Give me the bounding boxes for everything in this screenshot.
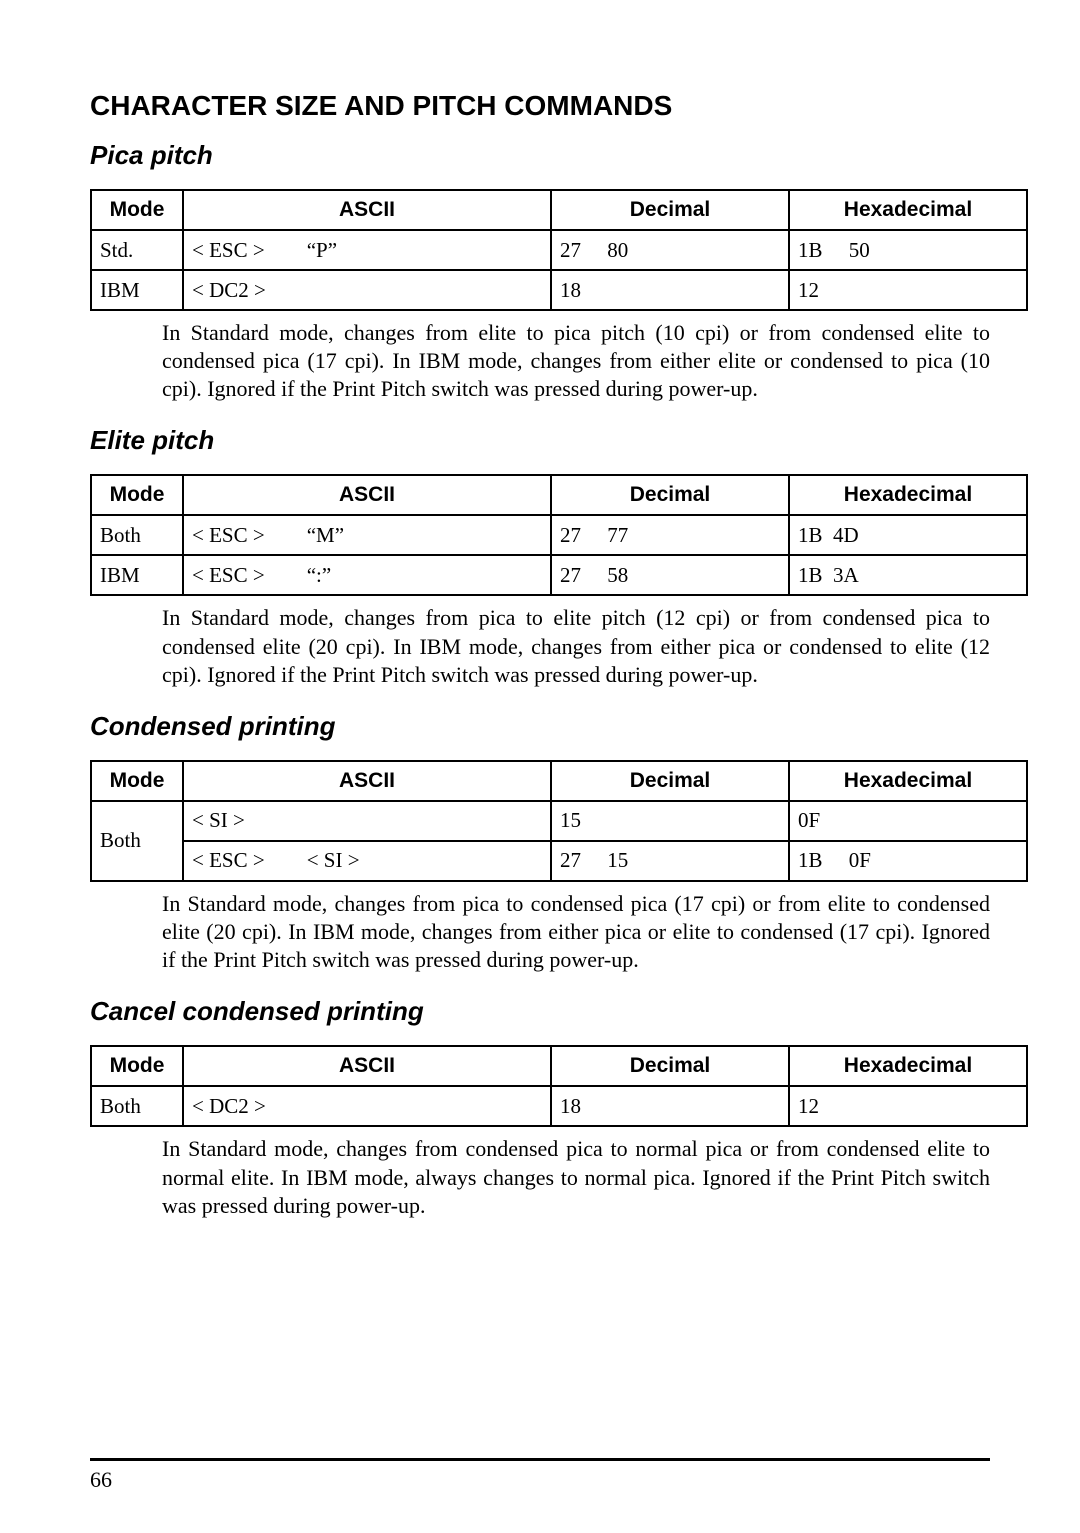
table-row: Std. < ESC > “P” 27 80 1B 50 (91, 230, 1027, 270)
cell-ascii: < ESC > < SI > (183, 841, 551, 881)
cell-decimal: 15 (551, 801, 789, 841)
cell-decimal: 27 80 (551, 230, 789, 270)
col-mode: Mode (91, 190, 183, 230)
section-title-condensed: Condensed printing (90, 711, 990, 742)
col-mode: Mode (91, 1046, 183, 1086)
cell-mode: Std. (91, 230, 183, 270)
main-title: CHARACTER SIZE AND PITCH COMMANDS (90, 90, 990, 122)
cell-decimal: 18 (551, 270, 789, 310)
table-row: Both < DC2 > 18 12 (91, 1086, 1027, 1126)
table-cancel: Mode ASCII Decimal Hexadecimal Both < DC… (90, 1045, 1028, 1127)
table-header-row: Mode ASCII Decimal Hexadecimal (91, 475, 1027, 515)
cell-ascii: < ESC > “:” (183, 555, 551, 595)
cell-hex: 0F (789, 801, 1027, 841)
cell-ascii: < DC2 > (183, 1086, 551, 1126)
section-title-elite: Elite pitch (90, 425, 990, 456)
page: CHARACTER SIZE AND PITCH COMMANDS Pica p… (0, 0, 1080, 1533)
footer-rule (90, 1458, 990, 1461)
table-elite: Mode ASCII Decimal Hexadecimal Both < ES… (90, 474, 1028, 596)
cell-hex: 12 (789, 1086, 1027, 1126)
col-decimal: Decimal (551, 761, 789, 801)
table-header-row: Mode ASCII Decimal Hexadecimal (91, 761, 1027, 801)
table-row: Both < ESC > “M” 27 77 1B 4D (91, 515, 1027, 555)
col-mode: Mode (91, 761, 183, 801)
cell-decimal: 18 (551, 1086, 789, 1126)
cell-ascii: < DC2 > (183, 270, 551, 310)
desc-cancel: In Standard mode, changes from condensed… (162, 1135, 990, 1219)
col-hex: Hexadecimal (789, 190, 1027, 230)
col-hex: Hexadecimal (789, 475, 1027, 515)
cell-hex: 1B 50 (789, 230, 1027, 270)
col-decimal: Decimal (551, 1046, 789, 1086)
cell-hex: 1B 3A (789, 555, 1027, 595)
cell-ascii: < ESC > “P” (183, 230, 551, 270)
section-title-pica: Pica pitch (90, 140, 990, 171)
desc-pica: In Standard mode, changes from elite to … (162, 319, 990, 403)
page-number: 66 (90, 1467, 112, 1493)
cell-mode: Both (91, 801, 183, 881)
cell-hex: 1B 4D (789, 515, 1027, 555)
table-row: Both < SI > 15 0F (91, 801, 1027, 841)
table-condensed: Mode ASCII Decimal Hexadecimal Both < SI… (90, 760, 1028, 882)
col-decimal: Decimal (551, 190, 789, 230)
table-pica: Mode ASCII Decimal Hexadecimal Std. < ES… (90, 189, 1028, 311)
desc-elite: In Standard mode, changes from pica to e… (162, 604, 990, 688)
cell-decimal: 27 15 (551, 841, 789, 881)
cell-mode: IBM (91, 270, 183, 310)
cell-hex: 1B 0F (789, 841, 1027, 881)
table-row: IBM < ESC > “:” 27 58 1B 3A (91, 555, 1027, 595)
table-header-row: Mode ASCII Decimal Hexadecimal (91, 1046, 1027, 1086)
col-hex: Hexadecimal (789, 761, 1027, 801)
section-title-cancel: Cancel condensed printing (90, 996, 990, 1027)
table-header-row: Mode ASCII Decimal Hexadecimal (91, 190, 1027, 230)
cell-mode: IBM (91, 555, 183, 595)
desc-condensed: In Standard mode, changes from pica to c… (162, 890, 990, 974)
col-mode: Mode (91, 475, 183, 515)
col-ascii: ASCII (183, 475, 551, 515)
cell-decimal: 27 58 (551, 555, 789, 595)
cell-hex: 12 (789, 270, 1027, 310)
col-ascii: ASCII (183, 190, 551, 230)
cell-ascii: < SI > (183, 801, 551, 841)
col-decimal: Decimal (551, 475, 789, 515)
cell-mode: Both (91, 515, 183, 555)
cell-decimal: 27 77 (551, 515, 789, 555)
table-row: < ESC > < SI > 27 15 1B 0F (91, 841, 1027, 881)
col-hex: Hexadecimal (789, 1046, 1027, 1086)
table-row: IBM < DC2 > 18 12 (91, 270, 1027, 310)
cell-ascii: < ESC > “M” (183, 515, 551, 555)
cell-mode: Both (91, 1086, 183, 1126)
col-ascii: ASCII (183, 761, 551, 801)
col-ascii: ASCII (183, 1046, 551, 1086)
